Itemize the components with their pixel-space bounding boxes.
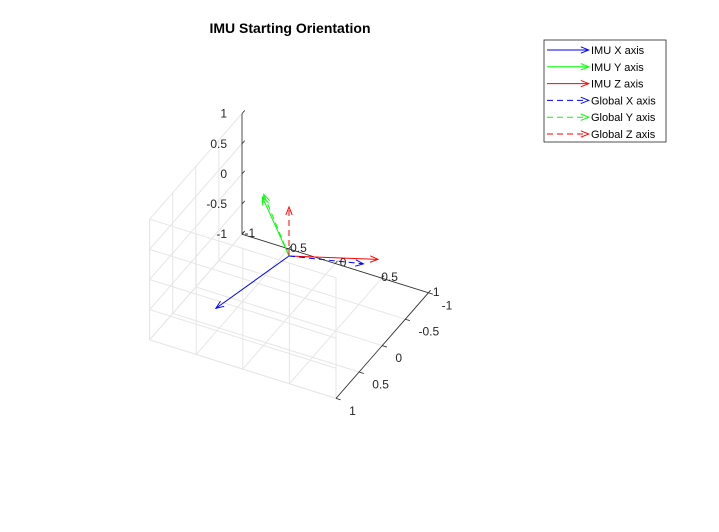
arrow-imu-y-axis [263, 198, 290, 257]
chart-title: IMU Starting Orientation [210, 20, 371, 36]
z-tick-label: -0.5 [206, 197, 227, 211]
legend-entry: IMU Z axis [591, 79, 644, 91]
z-tick-label: 0 [220, 167, 227, 181]
grid-line [195, 286, 383, 347]
y-axis-line [335, 292, 429, 399]
x-tick-label: 0 [340, 256, 347, 270]
y-tick-mark [405, 318, 411, 322]
legend-box [543, 39, 667, 143]
legend-entry: Global Y axis [591, 112, 656, 124]
x-tick-label: 0.5 [381, 270, 398, 284]
x-tick-mark [288, 245, 292, 250]
y-tick-label: -1 [442, 298, 453, 312]
y-tick-mark [335, 398, 341, 401]
y-tick-label: 0.5 [372, 378, 389, 392]
y-tick-label: 1 [349, 404, 356, 418]
y-tick-label: -0.5 [418, 325, 439, 339]
z-tick-mark [241, 200, 246, 205]
grid-line [149, 218, 337, 279]
arrow-imu-z-axis [288, 256, 377, 259]
z-tick-mark [241, 140, 246, 145]
legend-entry: IMU Y axis [591, 62, 644, 74]
x-tick-mark [381, 275, 385, 279]
z-tick-mark [241, 230, 246, 235]
y-tick-mark [428, 292, 434, 295]
grid-line [149, 279, 337, 339]
legend: IMU X axis IMU Y axis IMU Z axis Global X a… [543, 39, 667, 143]
y-tick-mark [358, 371, 364, 374]
legend-entry: IMU X axis [591, 45, 645, 57]
grid-line [218, 260, 406, 320]
grid-line [149, 339, 337, 399]
x-tick-label: -0.5 [286, 241, 307, 255]
x-tick-mark [334, 260, 338, 264]
z-tick-mark [241, 170, 246, 175]
arrow-global-x-axis [288, 255, 363, 264]
arrow-global-y-axis [264, 195, 290, 257]
z-tick-label: 1 [220, 107, 227, 121]
quiver-arrows [217, 195, 378, 308]
tick-labels: -1-0.500.51-1-0.500.51-1-0.500.51 [206, 107, 452, 418]
legend-entry: Global X axis [591, 95, 656, 107]
arrow-imu-x-axis [217, 255, 290, 308]
x-tick-label: 1 [433, 285, 440, 299]
z-tick-label: -1 [216, 227, 227, 241]
grid-line [172, 312, 360, 373]
z-tick-mark [241, 110, 246, 114]
legend-entry: Global Z axis [591, 129, 656, 141]
grid-line [149, 113, 243, 220]
grid-line [149, 309, 337, 369]
y-tick-label: 0 [395, 351, 402, 365]
x-tick-label: -1 [245, 226, 256, 240]
y-tick-mark [382, 345, 387, 348]
grid-line [149, 173, 243, 280]
grid-line [149, 143, 243, 250]
z-tick-label: 0.5 [210, 137, 227, 151]
x-tick-mark [428, 289, 432, 294]
